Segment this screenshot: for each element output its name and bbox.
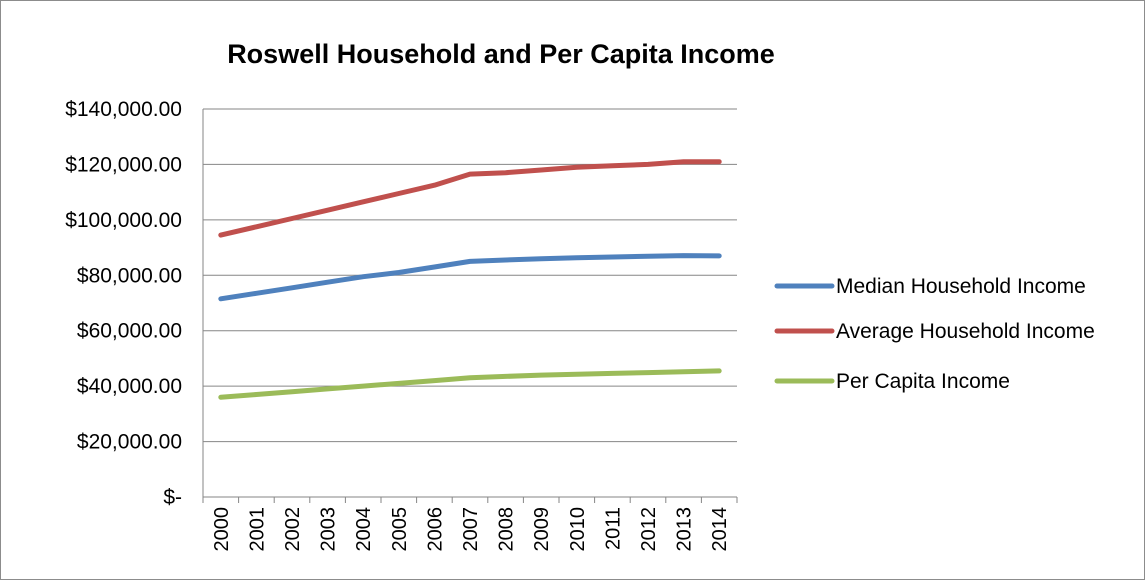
legend-label-3: Per Capita Income — [836, 370, 1010, 393]
series-line-2 — [218, 159, 722, 238]
legend-label-1: Median Household Income — [836, 275, 1086, 298]
x-tick-label: 2014 — [709, 507, 731, 552]
chart-title: Roswell Household and Per Capita Income — [227, 39, 775, 69]
y-tick-label: $- — [163, 486, 182, 509]
y-tick-label: $120,000.00 — [65, 153, 182, 176]
y-tick-label: $140,000.00 — [65, 98, 182, 121]
legend-label-2: Average Household Income — [836, 320, 1095, 343]
y-tick-label: $80,000.00 — [77, 264, 182, 287]
x-tick-label: 2002 — [282, 507, 304, 552]
x-tick-label: 2010 — [567, 507, 589, 552]
y-tick-label: $100,000.00 — [65, 209, 182, 232]
series-line-1 — [218, 253, 722, 302]
x-tick-label: 2000 — [211, 507, 233, 552]
x-tick-label: 2012 — [638, 507, 660, 552]
x-tick-label: 2013 — [674, 507, 696, 552]
x-tick-label: 2004 — [353, 507, 375, 552]
x-tick-label: 2011 — [602, 507, 624, 550]
x-tick-label: 2007 — [460, 507, 482, 552]
x-tick-label: 2008 — [496, 507, 518, 552]
x-tick-label: 2006 — [424, 507, 446, 552]
x-tick-label: 2005 — [389, 507, 411, 552]
x-tick-label: 2003 — [318, 507, 340, 552]
x-tick-label: 2001 — [246, 507, 268, 552]
y-tick-label: $40,000.00 — [77, 375, 182, 398]
x-tick-label: 2009 — [531, 507, 553, 552]
y-tick-label: $20,000.00 — [77, 431, 182, 454]
series-line-3 — [218, 368, 722, 400]
y-tick-label: $60,000.00 — [77, 320, 182, 343]
